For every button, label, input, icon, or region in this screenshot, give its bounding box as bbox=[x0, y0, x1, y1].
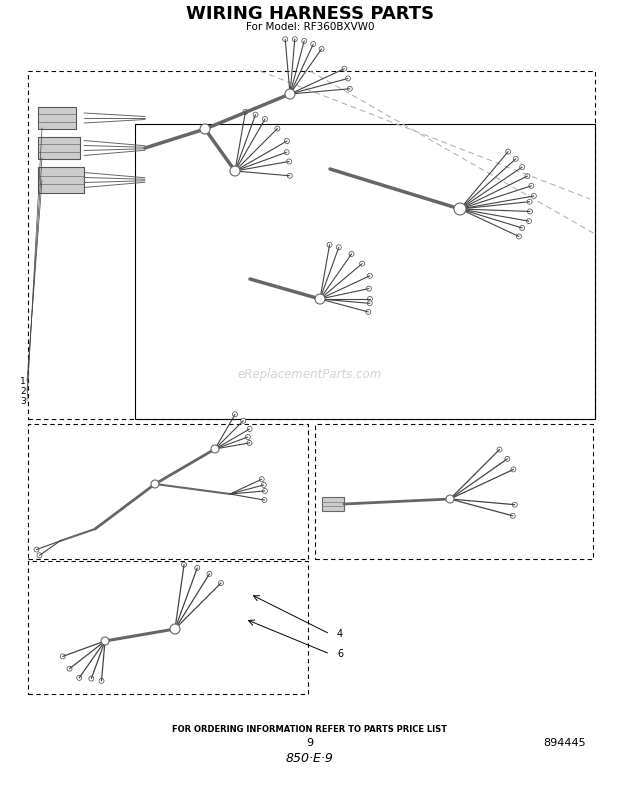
Circle shape bbox=[531, 193, 536, 199]
Circle shape bbox=[243, 110, 248, 114]
Circle shape bbox=[275, 126, 280, 131]
Circle shape bbox=[360, 261, 365, 266]
Circle shape bbox=[247, 427, 252, 432]
Circle shape bbox=[302, 39, 307, 43]
Circle shape bbox=[454, 203, 466, 215]
Circle shape bbox=[170, 624, 180, 634]
Circle shape bbox=[77, 675, 82, 680]
Circle shape bbox=[261, 482, 267, 488]
Circle shape bbox=[253, 112, 258, 117]
Circle shape bbox=[232, 412, 237, 417]
Bar bbox=[135, 124, 595, 419]
Circle shape bbox=[516, 234, 521, 239]
Circle shape bbox=[367, 301, 372, 306]
Text: 2: 2 bbox=[20, 387, 26, 395]
Circle shape bbox=[315, 294, 325, 304]
Bar bbox=[28, 71, 595, 419]
Bar bbox=[315, 424, 593, 559]
Circle shape bbox=[207, 571, 212, 577]
Circle shape bbox=[366, 286, 371, 291]
Circle shape bbox=[182, 562, 187, 567]
Circle shape bbox=[285, 139, 290, 144]
Circle shape bbox=[151, 480, 159, 488]
Text: 894445: 894445 bbox=[544, 738, 587, 748]
Text: 1: 1 bbox=[20, 376, 26, 386]
Bar bbox=[28, 561, 308, 694]
Circle shape bbox=[287, 174, 292, 178]
Circle shape bbox=[342, 66, 347, 71]
Circle shape bbox=[284, 150, 289, 155]
Bar bbox=[28, 424, 308, 559]
Text: 3: 3 bbox=[20, 397, 26, 406]
Circle shape bbox=[211, 445, 219, 453]
Circle shape bbox=[311, 42, 316, 47]
Circle shape bbox=[527, 199, 532, 204]
Circle shape bbox=[292, 37, 298, 42]
Circle shape bbox=[262, 488, 267, 493]
Circle shape bbox=[513, 156, 518, 161]
Bar bbox=[38, 107, 76, 129]
Circle shape bbox=[283, 37, 288, 42]
Circle shape bbox=[520, 226, 525, 230]
Circle shape bbox=[34, 547, 39, 552]
Circle shape bbox=[60, 654, 65, 659]
Text: 9: 9 bbox=[306, 738, 314, 748]
Circle shape bbox=[520, 165, 525, 170]
Circle shape bbox=[367, 273, 373, 279]
Text: 850·E·9: 850·E·9 bbox=[286, 753, 334, 765]
Circle shape bbox=[241, 418, 246, 423]
Text: WIRING HARNESS PARTS: WIRING HARNESS PARTS bbox=[186, 5, 434, 23]
Circle shape bbox=[510, 514, 515, 518]
Circle shape bbox=[259, 477, 264, 482]
Circle shape bbox=[247, 440, 252, 446]
Circle shape bbox=[347, 86, 352, 92]
Circle shape bbox=[99, 679, 104, 683]
Circle shape bbox=[526, 219, 531, 223]
Circle shape bbox=[506, 149, 511, 154]
Circle shape bbox=[366, 309, 371, 315]
Circle shape bbox=[262, 498, 267, 503]
Circle shape bbox=[246, 435, 250, 439]
Text: For Model: RF360BXVW0: For Model: RF360BXVW0 bbox=[246, 22, 374, 32]
Circle shape bbox=[368, 297, 373, 301]
Circle shape bbox=[528, 209, 533, 214]
Circle shape bbox=[200, 124, 210, 134]
Bar bbox=[322, 497, 344, 511]
Circle shape bbox=[101, 637, 109, 645]
Text: 4: 4 bbox=[337, 629, 343, 639]
Circle shape bbox=[336, 245, 342, 250]
Text: eReplacementParts.com: eReplacementParts.com bbox=[238, 368, 382, 380]
Circle shape bbox=[285, 89, 295, 99]
Circle shape bbox=[230, 166, 240, 176]
Circle shape bbox=[286, 159, 291, 164]
Text: 6: 6 bbox=[337, 649, 343, 659]
Circle shape bbox=[525, 174, 530, 178]
Circle shape bbox=[349, 252, 354, 256]
Circle shape bbox=[511, 467, 516, 472]
Circle shape bbox=[512, 502, 517, 507]
Circle shape bbox=[327, 242, 332, 247]
Circle shape bbox=[319, 47, 324, 51]
Circle shape bbox=[195, 566, 200, 570]
Circle shape bbox=[529, 183, 534, 189]
Circle shape bbox=[89, 676, 94, 681]
Circle shape bbox=[345, 76, 350, 81]
Circle shape bbox=[37, 553, 42, 558]
Circle shape bbox=[446, 495, 454, 503]
Bar bbox=[38, 137, 80, 159]
Circle shape bbox=[218, 581, 223, 585]
Circle shape bbox=[262, 117, 267, 122]
Circle shape bbox=[67, 666, 72, 671]
Text: FOR ORDERING INFORMATION REFER TO PARTS PRICE LIST: FOR ORDERING INFORMATION REFER TO PARTS … bbox=[172, 724, 448, 734]
Circle shape bbox=[505, 456, 510, 462]
Circle shape bbox=[497, 447, 502, 452]
Bar bbox=[38, 167, 84, 193]
